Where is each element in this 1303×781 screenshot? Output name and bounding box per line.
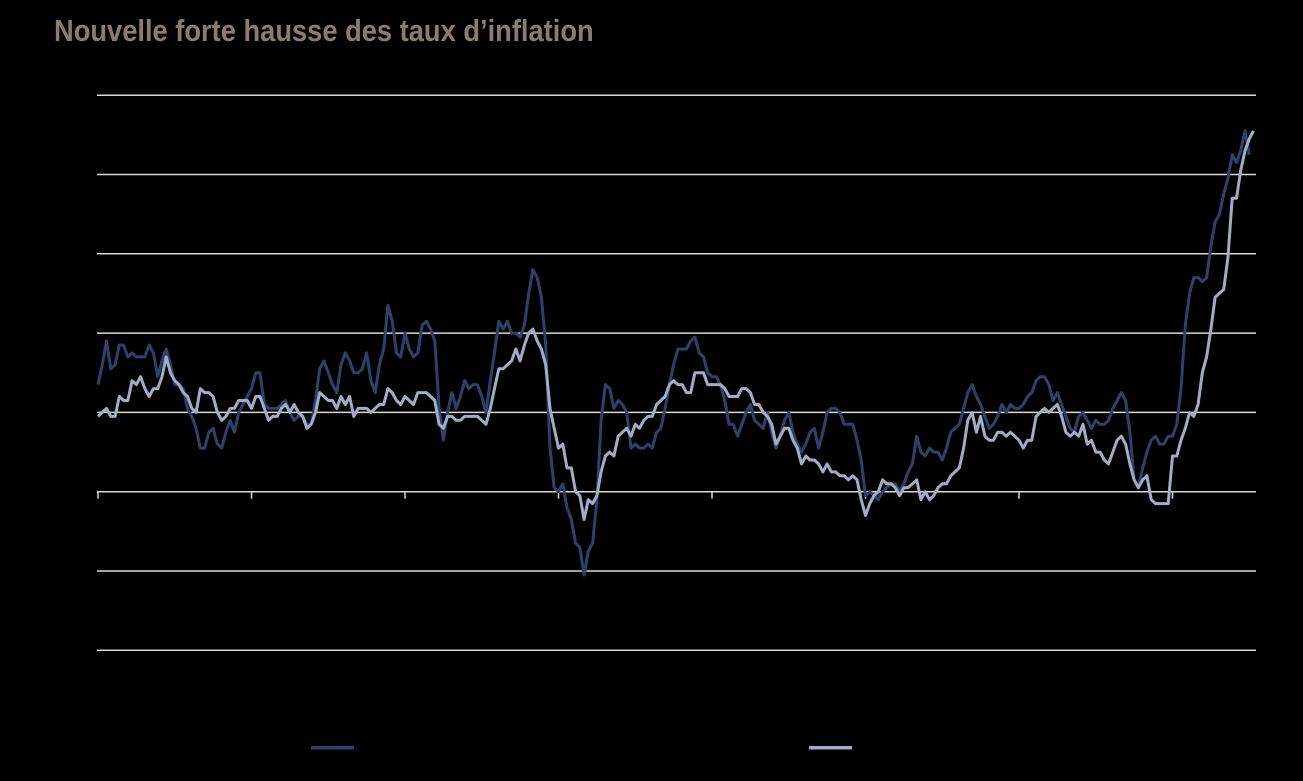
legend-swatch-dark <box>311 746 354 750</box>
legend <box>311 746 852 750</box>
series-lines <box>96 129 1255 577</box>
chart-title: Nouvelle forte hausse des taux d’inflati… <box>54 13 594 48</box>
gridlines <box>97 94 1256 652</box>
series-light-line <box>96 130 1255 521</box>
x-axis-ticks <box>97 491 1174 499</box>
legend-swatch-light <box>809 746 852 750</box>
series-dark-line <box>96 129 1251 577</box>
